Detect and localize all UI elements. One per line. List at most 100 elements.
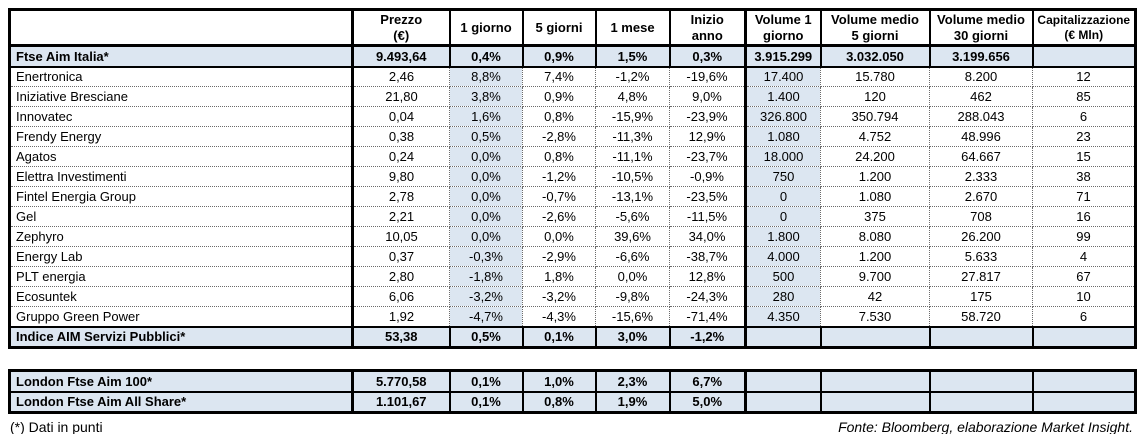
value-cell: -11,1% [595, 146, 670, 167]
value-cell: 0,1% [521, 325, 597, 349]
value-cell: 9,0% [669, 86, 746, 107]
value-cell: 16 [1032, 206, 1137, 227]
col-header-5-giorni: 5 giorni [521, 8, 597, 47]
value-cell: -6,6% [595, 246, 670, 267]
value-cell: 4.000 [744, 246, 821, 267]
value-cell: 10,05 [351, 226, 450, 247]
row-label-cell: Energy Lab [8, 246, 354, 267]
col-header-blank [8, 8, 354, 47]
value-cell: 0,8% [522, 106, 596, 127]
value-cell [744, 390, 822, 414]
value-cell: -23,9% [669, 106, 746, 127]
row-label-cell: Agatos [8, 146, 354, 167]
value-cell: 0,04 [351, 106, 450, 127]
value-cell: 53,38 [351, 325, 451, 349]
value-cell [928, 390, 1034, 414]
row-label-cell: Zephyro [8, 226, 354, 247]
index-row-group-top: Ftse Aim Italia* 9.493,64 0,4% 0,9% 1,5% 0,3%… [8, 44, 1137, 68]
value-cell: 7.530 [820, 306, 930, 327]
value-cell: 2.670 [929, 186, 1033, 207]
value-cell: 1.080 [744, 126, 821, 147]
row-label-cell: Elettra Investimenti [8, 166, 354, 187]
value-cell: 0,8% [521, 390, 597, 414]
value-cell [1031, 390, 1137, 414]
value-cell: -0,7% [522, 186, 596, 207]
value-cell: 58.720 [929, 306, 1033, 327]
value-cell: 39,6% [595, 226, 670, 247]
footnotes: (*) Dati in punti Fonte: Bloomberg, elab… [8, 414, 1134, 434]
row-label-cell: London Ftse Aim 100* [8, 369, 354, 393]
value-cell: 23 [1032, 126, 1137, 147]
value-cell [928, 369, 1034, 393]
value-cell [1031, 44, 1137, 68]
london-indices-table: London Ftse Aim 100* 5.770,58 0,1% 1,0% 2,3%… [8, 369, 1137, 414]
value-cell: 0,9% [522, 86, 596, 107]
value-cell: 5.770,58 [351, 369, 451, 393]
value-cell: 0,38 [351, 126, 450, 147]
value-cell: -0,3% [449, 246, 523, 267]
value-cell: -1,2% [668, 325, 747, 349]
row-label-cell: Gruppo Green Power [8, 306, 354, 327]
value-cell: 1.400 [744, 86, 821, 107]
value-cell: 4.752 [820, 126, 930, 147]
value-cell: 0,1% [448, 369, 524, 393]
value-cell: -15,9% [595, 106, 670, 127]
value-cell: -2,9% [522, 246, 596, 267]
value-cell: 4,8% [595, 86, 670, 107]
value-cell: 375 [820, 206, 930, 227]
value-cell: 17.400 [744, 66, 821, 87]
value-cell: 4 [1032, 246, 1137, 267]
value-cell: 0,0% [449, 206, 523, 227]
table-row: London Ftse Aim All Share* 1.101,67 0,1% 0,… [8, 390, 1137, 414]
value-cell: 1.080 [820, 186, 930, 207]
row-label-cell: Frendy Energy [8, 126, 354, 147]
value-cell: 15 [1032, 146, 1137, 167]
value-cell: -11,3% [595, 126, 670, 147]
table-row: Fintel Energia Group 2,78 0,0% -0,7% -13,1% -… [8, 186, 1137, 207]
value-cell: 48.996 [929, 126, 1033, 147]
value-cell: 67 [1032, 266, 1137, 287]
value-cell: -24,3% [669, 286, 746, 307]
value-cell: 1,5% [594, 44, 671, 68]
value-cell: 3,8% [449, 86, 523, 107]
value-cell: 2,46 [351, 66, 450, 87]
table-row: London Ftse Aim 100* 5.770,58 0,1% 1,0% 2,3%… [8, 369, 1137, 393]
value-cell: 42 [820, 286, 930, 307]
table-row: Frendy Energy 0,38 0,5% -2,8% -11,3% 12,9% 1.0… [8, 126, 1137, 147]
value-cell: 0,3% [668, 44, 747, 68]
value-cell: -5,6% [595, 206, 670, 227]
value-cell: 1.200 [820, 166, 930, 187]
col-header-inizio-anno: Inizio anno [668, 8, 747, 47]
value-cell: 0,4% [448, 44, 524, 68]
value-cell: 1.200 [820, 246, 930, 267]
row-label-cell: Gel [8, 206, 354, 227]
col-header-1-giorno: 1 giorno [448, 8, 524, 47]
value-cell: -11,5% [669, 206, 746, 227]
value-cell: 5,0% [668, 390, 747, 414]
value-cell: 1.101,67 [351, 390, 451, 414]
row-label-cell: Enertronica [8, 66, 354, 87]
value-cell: 3.032.050 [819, 44, 931, 68]
value-cell: 2,78 [351, 186, 450, 207]
row-label-cell: Innovatec [8, 106, 354, 127]
value-cell: 750 [744, 166, 821, 187]
value-cell: -23,5% [669, 186, 746, 207]
row-label-cell: Ftse Aim Italia* [8, 44, 354, 68]
value-cell [819, 390, 931, 414]
value-cell [744, 325, 822, 349]
value-cell: -1,2% [595, 66, 670, 87]
value-cell: 71 [1032, 186, 1137, 207]
index-row-group-bottom: Indice AIM Servizi Pubblici* 53,38 0,5% 0,1… [8, 325, 1137, 349]
value-cell: 0,0% [449, 146, 523, 167]
value-cell: 0,0% [522, 226, 596, 247]
table-row: Ecosuntek 6,06 -3,2% -3,2% -9,8% -24,3% 280 42 1… [8, 286, 1137, 307]
value-cell: 12,9% [669, 126, 746, 147]
header-row: Prezzo (€) 1 giorno 5 giorni 1 mese Iniz… [8, 8, 1137, 47]
value-cell: 3,0% [594, 325, 671, 349]
footnote-dati-in-punti: (*) Dati in punti [10, 419, 103, 434]
value-cell: 7,4% [522, 66, 596, 87]
value-cell: 2,80 [351, 266, 450, 287]
table-row: Enertronica 2,46 8,8% 7,4% -1,2% -19,6% 17.400… [8, 66, 1137, 87]
table-row: Gel 2,21 0,0% -2,6% -5,6% -11,5% 0 375 708 16 [8, 206, 1137, 227]
